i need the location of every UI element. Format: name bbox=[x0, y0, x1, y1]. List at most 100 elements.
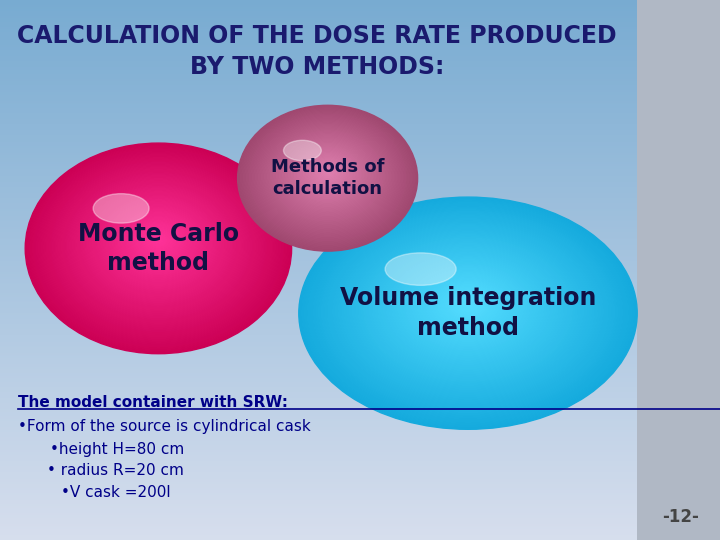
Bar bbox=[0, 288, 637, 290]
Bar bbox=[0, 412, 637, 414]
Ellipse shape bbox=[109, 205, 207, 282]
Bar bbox=[0, 185, 637, 187]
Ellipse shape bbox=[245, 111, 410, 245]
Bar bbox=[0, 455, 637, 457]
Ellipse shape bbox=[74, 179, 243, 312]
Ellipse shape bbox=[415, 270, 521, 343]
Ellipse shape bbox=[140, 227, 176, 255]
Bar bbox=[0, 474, 637, 475]
Bar bbox=[0, 468, 637, 470]
Ellipse shape bbox=[305, 201, 631, 425]
Ellipse shape bbox=[361, 237, 575, 383]
Bar bbox=[0, 128, 637, 130]
Bar bbox=[0, 263, 637, 265]
Bar bbox=[0, 312, 637, 313]
Bar bbox=[0, 477, 637, 479]
Ellipse shape bbox=[83, 185, 234, 305]
Bar bbox=[0, 7, 637, 9]
Bar bbox=[0, 216, 637, 218]
Bar bbox=[0, 378, 637, 380]
Bar bbox=[0, 302, 637, 304]
Ellipse shape bbox=[440, 286, 496, 325]
Ellipse shape bbox=[389, 254, 547, 362]
Ellipse shape bbox=[451, 293, 485, 316]
Ellipse shape bbox=[243, 110, 412, 246]
Ellipse shape bbox=[278, 136, 377, 215]
Bar bbox=[0, 189, 637, 191]
Bar bbox=[0, 279, 637, 281]
Bar bbox=[0, 241, 637, 243]
Ellipse shape bbox=[284, 140, 321, 161]
Ellipse shape bbox=[107, 203, 210, 284]
Bar bbox=[0, 295, 637, 297]
Bar bbox=[0, 50, 637, 52]
Polygon shape bbox=[151, 168, 335, 258]
Bar bbox=[0, 409, 637, 410]
Ellipse shape bbox=[308, 158, 347, 190]
Ellipse shape bbox=[378, 247, 558, 371]
Ellipse shape bbox=[76, 180, 240, 310]
Bar bbox=[0, 329, 637, 331]
Bar bbox=[0, 58, 637, 59]
Ellipse shape bbox=[294, 148, 361, 201]
Ellipse shape bbox=[406, 265, 530, 350]
Bar bbox=[0, 228, 637, 231]
Bar bbox=[0, 47, 637, 49]
Ellipse shape bbox=[314, 163, 341, 184]
Bar bbox=[0, 335, 637, 336]
Bar bbox=[0, 196, 637, 198]
Ellipse shape bbox=[48, 159, 269, 335]
Ellipse shape bbox=[248, 113, 407, 242]
Ellipse shape bbox=[134, 222, 183, 261]
Bar bbox=[0, 97, 637, 99]
Ellipse shape bbox=[299, 151, 356, 197]
Bar bbox=[0, 400, 637, 401]
Bar bbox=[0, 317, 637, 319]
Ellipse shape bbox=[127, 218, 189, 267]
Ellipse shape bbox=[318, 166, 337, 180]
Ellipse shape bbox=[112, 206, 205, 280]
Bar bbox=[0, 448, 637, 450]
Bar bbox=[0, 158, 637, 160]
Ellipse shape bbox=[431, 281, 505, 331]
Bar bbox=[0, 178, 637, 180]
Ellipse shape bbox=[143, 228, 174, 253]
Ellipse shape bbox=[257, 120, 398, 234]
Bar bbox=[0, 227, 637, 228]
Ellipse shape bbox=[43, 156, 274, 339]
Ellipse shape bbox=[428, 279, 508, 333]
Bar bbox=[0, 482, 637, 484]
Bar bbox=[0, 529, 637, 531]
Text: Volume integration
method: Volume integration method bbox=[340, 286, 596, 340]
Bar bbox=[0, 342, 637, 344]
Ellipse shape bbox=[325, 170, 330, 175]
Ellipse shape bbox=[310, 159, 346, 188]
Bar bbox=[0, 339, 637, 340]
Ellipse shape bbox=[326, 171, 329, 174]
Ellipse shape bbox=[269, 129, 386, 224]
Ellipse shape bbox=[300, 152, 355, 196]
Ellipse shape bbox=[123, 214, 194, 271]
Bar bbox=[0, 536, 637, 538]
Bar bbox=[0, 423, 637, 425]
Bar bbox=[0, 39, 637, 42]
Bar bbox=[0, 301, 637, 302]
Ellipse shape bbox=[372, 244, 564, 375]
Ellipse shape bbox=[344, 226, 592, 396]
Ellipse shape bbox=[45, 158, 271, 336]
Ellipse shape bbox=[38, 153, 279, 342]
Ellipse shape bbox=[138, 225, 179, 257]
Ellipse shape bbox=[148, 232, 169, 249]
Bar bbox=[0, 59, 637, 61]
Ellipse shape bbox=[242, 109, 413, 247]
Ellipse shape bbox=[130, 219, 187, 265]
Ellipse shape bbox=[36, 151, 281, 344]
Bar bbox=[0, 356, 637, 358]
Bar bbox=[0, 366, 637, 367]
Bar bbox=[0, 214, 637, 216]
Bar bbox=[0, 12, 637, 15]
Ellipse shape bbox=[333, 219, 603, 404]
Bar bbox=[0, 223, 637, 225]
Bar bbox=[0, 522, 637, 524]
Bar bbox=[0, 346, 637, 347]
